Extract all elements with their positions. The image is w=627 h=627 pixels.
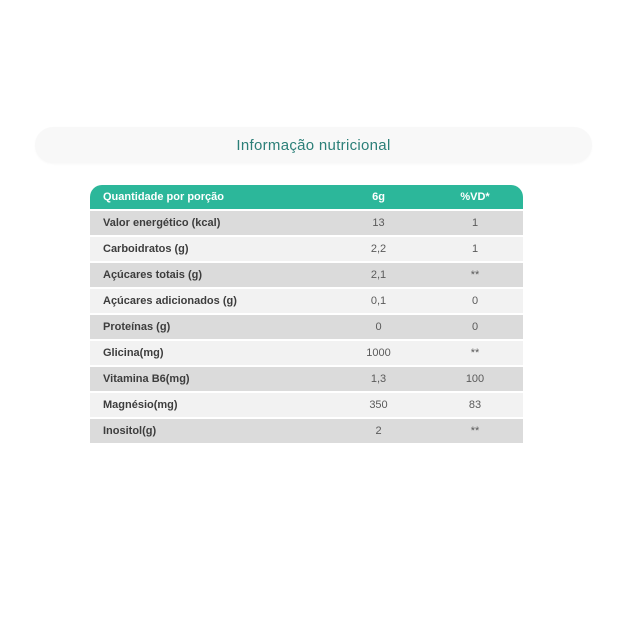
nutrient-daily-value: ** — [470, 269, 480, 281]
table-row: Glicina(mg) 1000 ** — [90, 341, 523, 365]
nutrient-label: Açúcares adicionados (g) — [103, 295, 237, 307]
nutrient-quantity: 0 — [375, 321, 382, 333]
nutrient-label: Glicina(mg) — [103, 347, 164, 359]
nutrient-quantity: 2 — [375, 425, 382, 437]
nutrient-daily-value: 1 — [471, 217, 479, 229]
header-quantity-per-serving: Quantidade por porção — [103, 191, 225, 203]
header-daily-value: %VD* — [460, 191, 490, 203]
nutrient-quantity: 350 — [369, 399, 388, 411]
nutrient-daily-value: 100 — [465, 373, 485, 385]
table-row: Proteínas (g) 0 0 — [90, 315, 523, 339]
nutrient-quantity: 13 — [372, 217, 385, 229]
nutrient-quantity: 2,2 — [370, 243, 387, 255]
nutrient-daily-value: 0 — [471, 295, 479, 307]
nutrient-daily-value: 0 — [471, 321, 479, 333]
nutrition-table: Quantidade por porção 6g %VD* Valor ener… — [90, 185, 523, 445]
page-title: Informação nutricional — [236, 136, 391, 154]
table-row: Magnésio(mg) 350 83 — [90, 393, 523, 417]
nutrient-label: Valor energético (kcal) — [103, 217, 221, 229]
table-body: Valor energético (kcal) 13 1 Carboidrato… — [90, 211, 523, 443]
nutrient-label: Inositol(g) — [103, 425, 157, 437]
nutrient-label: Vitamina B6(mg) — [103, 373, 190, 385]
nutrient-label: Proteínas (g) — [103, 321, 171, 333]
header-serving-size: 6g — [372, 191, 385, 203]
nutrient-daily-value: ** — [470, 347, 480, 359]
table-row: Carboidratos (g) 2,2 1 — [90, 237, 523, 261]
nutrient-daily-value: 83 — [468, 399, 482, 411]
table-row: Vitamina B6(mg) 1,3 100 — [90, 367, 523, 391]
nutrient-quantity: 2,1 — [370, 269, 387, 281]
table-row: Valor energético (kcal) 13 1 — [90, 211, 523, 235]
nutrient-quantity: 1,3 — [370, 373, 387, 385]
nutrient-label: Carboidratos (g) — [103, 243, 189, 255]
table-row: Inositol(g) 2 ** — [90, 419, 523, 443]
nutrient-daily-value: 1 — [471, 243, 479, 255]
table-row: Açúcares totais (g) 2,1 ** — [90, 263, 523, 287]
nutrient-label: Magnésio(mg) — [103, 399, 178, 411]
nutrient-quantity: 0,1 — [370, 295, 387, 307]
nutrient-label: Açúcares totais (g) — [103, 269, 203, 281]
table-header-row: Quantidade por porção 6g %VD* — [90, 185, 523, 209]
section-title-bar: Informação nutricional — [35, 127, 592, 163]
table-row: Açúcares adicionados (g) 0,1 0 — [90, 289, 523, 313]
nutrient-quantity: 1000 — [366, 347, 391, 359]
nutrient-daily-value: ** — [470, 425, 480, 437]
